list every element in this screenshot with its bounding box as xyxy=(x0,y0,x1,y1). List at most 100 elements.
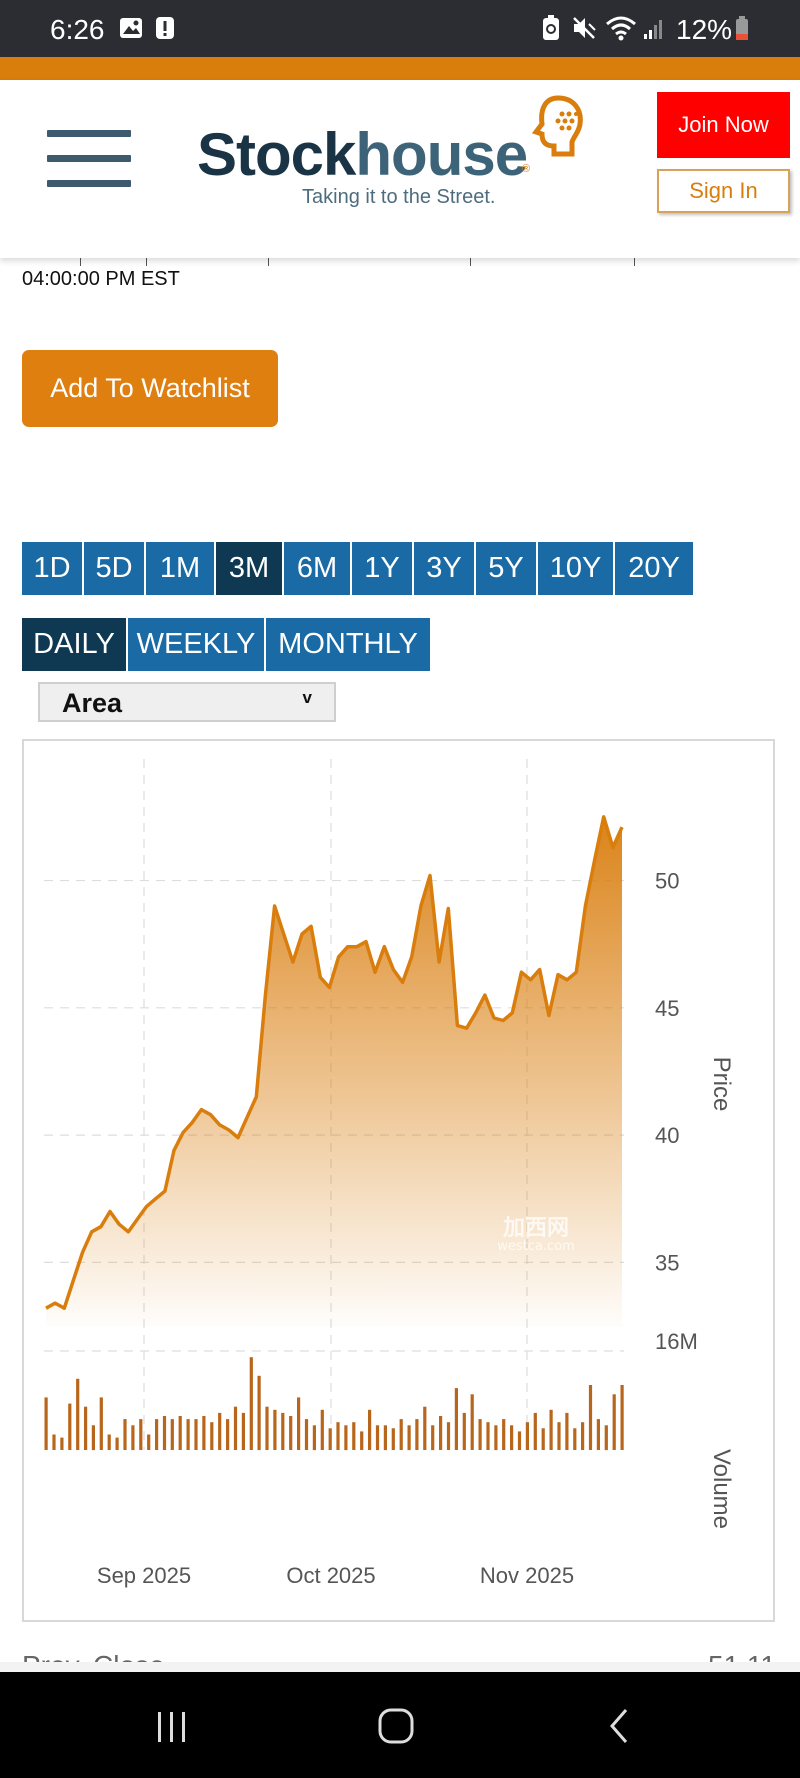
volume-bar xyxy=(44,1397,48,1450)
back-icon[interactable] xyxy=(592,1702,652,1752)
volume-bar xyxy=(249,1357,253,1450)
volume-bar xyxy=(470,1394,474,1450)
battery-icon xyxy=(736,16,748,40)
frequency-button-weekly[interactable]: WEEKLY xyxy=(128,618,264,671)
volume-tick-label: 16M xyxy=(655,1329,698,1354)
price-tick-label: 50 xyxy=(655,869,679,894)
volume-bar xyxy=(565,1412,569,1450)
volume-bar xyxy=(352,1422,356,1450)
home-icon[interactable] xyxy=(366,1702,426,1752)
range-button-20y[interactable]: 20Y xyxy=(615,542,693,595)
volume-bar xyxy=(226,1419,230,1450)
range-button-3y[interactable]: 3Y xyxy=(414,542,474,595)
volume-bar xyxy=(194,1419,198,1450)
volume-bar xyxy=(375,1425,380,1451)
price-chart[interactable]: Sep 2025 Oct 2025 Nov 2025 35 40 45 50 16M Price… xyxy=(22,739,775,1622)
price-area xyxy=(46,816,622,1326)
chevron-down-icon: v xyxy=(302,688,312,707)
watermark: 加西网 xyxy=(502,1216,569,1241)
price-tick-label: 40 xyxy=(655,1123,679,1148)
volume-bar xyxy=(336,1422,340,1450)
gallery-icon xyxy=(120,18,142,38)
range-button-6m[interactable]: 6M xyxy=(284,542,350,595)
menu-icon[interactable] xyxy=(47,130,131,192)
add-to-watchlist-button[interactable]: Add To Watchlist xyxy=(22,350,278,427)
x-tick-label: Nov 2025 xyxy=(480,1563,574,1588)
volume-bar xyxy=(320,1409,324,1450)
volume-bar xyxy=(273,1409,277,1450)
hidden-timeline-ticks xyxy=(0,258,800,268)
range-button-5d[interactable]: 5D xyxy=(84,542,144,595)
join-now-button[interactable]: Join Now xyxy=(657,92,790,158)
volume-bar xyxy=(147,1434,151,1450)
range-button-1y[interactable]: 1Y xyxy=(352,542,412,595)
volume-bar xyxy=(407,1425,411,1451)
range-button-1m[interactable]: 1M xyxy=(146,542,214,595)
volume-bar xyxy=(533,1412,537,1450)
volume-bar xyxy=(581,1422,585,1450)
range-button-1d[interactable]: 1D xyxy=(22,542,82,595)
frequency-button-daily[interactable]: DAILY xyxy=(22,618,126,671)
volume-bar xyxy=(478,1419,482,1450)
site-header: Stockhouse ® Taking it to the Street. Jo… xyxy=(0,80,800,258)
range-button-3m[interactable]: 3M xyxy=(216,542,282,595)
volume-bar xyxy=(115,1437,119,1450)
volume-bar xyxy=(573,1428,577,1450)
volume-bar xyxy=(84,1406,88,1450)
volume-bar xyxy=(391,1428,395,1450)
wifi-icon xyxy=(606,16,636,41)
mute-icon xyxy=(573,17,596,39)
volume-bar xyxy=(155,1419,159,1450)
range-button-10y[interactable]: 10Y xyxy=(538,542,613,595)
volume-bar xyxy=(415,1419,419,1450)
battery-percent: 12% xyxy=(676,14,733,45)
signal-icon xyxy=(644,20,662,39)
content-fade xyxy=(0,1662,800,1672)
volume-bar xyxy=(210,1422,214,1450)
volume-bar xyxy=(494,1425,498,1451)
volume-bar xyxy=(281,1412,285,1450)
price-tick-label: 45 xyxy=(655,996,679,1021)
volume-bar xyxy=(423,1406,427,1450)
volume-bar xyxy=(360,1431,364,1450)
volume-bar xyxy=(265,1406,269,1450)
chart-type-value: Area xyxy=(62,688,123,718)
volume-bar xyxy=(60,1437,64,1450)
logo-registered-mark: ® xyxy=(522,163,531,175)
brand-strip xyxy=(0,57,800,80)
volume-bar xyxy=(431,1425,435,1451)
volume-bar xyxy=(588,1385,593,1450)
x-tick-label: Sep 2025 xyxy=(97,1563,191,1588)
volume-bar xyxy=(517,1431,522,1450)
volume-bar xyxy=(462,1412,466,1450)
frequency-button-monthly[interactable]: MONTHLY xyxy=(266,618,430,671)
volume-bar xyxy=(620,1385,624,1450)
volume-bar xyxy=(328,1428,332,1450)
logo[interactable]: Stockhouse xyxy=(197,121,528,188)
volume-bar xyxy=(218,1412,222,1450)
frequency-selector: DAILY WEEKLY MONTHLY xyxy=(22,618,432,671)
volume-bar xyxy=(525,1422,529,1450)
quote-time: 04:00:00 PM EST xyxy=(22,268,180,290)
volume-bar xyxy=(344,1425,348,1451)
volume-bar xyxy=(107,1434,111,1450)
watermark-url: westca.com xyxy=(497,1239,575,1254)
volume-bar xyxy=(123,1419,127,1450)
volume-bar xyxy=(304,1419,309,1450)
recent-apps-icon[interactable] xyxy=(142,1702,202,1752)
price-line xyxy=(45,815,624,1310)
volume-bar xyxy=(549,1409,553,1450)
logo-tagline: Taking it to the Street. xyxy=(302,186,496,208)
volume-bar xyxy=(454,1388,458,1450)
volume-axis-title: Volume xyxy=(708,1449,735,1529)
volume-bar xyxy=(557,1422,561,1450)
sign-in-button[interactable]: Sign In xyxy=(657,169,790,213)
volume-bar xyxy=(131,1425,135,1451)
price-axis-title: Price xyxy=(708,1057,735,1112)
volume-bar xyxy=(99,1397,103,1450)
chart-type-select[interactable]: Area v xyxy=(38,682,336,722)
range-button-5y[interactable]: 5Y xyxy=(476,542,536,595)
volume-bar xyxy=(368,1409,372,1450)
x-tick-label: Oct 2025 xyxy=(286,1563,375,1588)
price-tick-label: 35 xyxy=(655,1250,679,1275)
